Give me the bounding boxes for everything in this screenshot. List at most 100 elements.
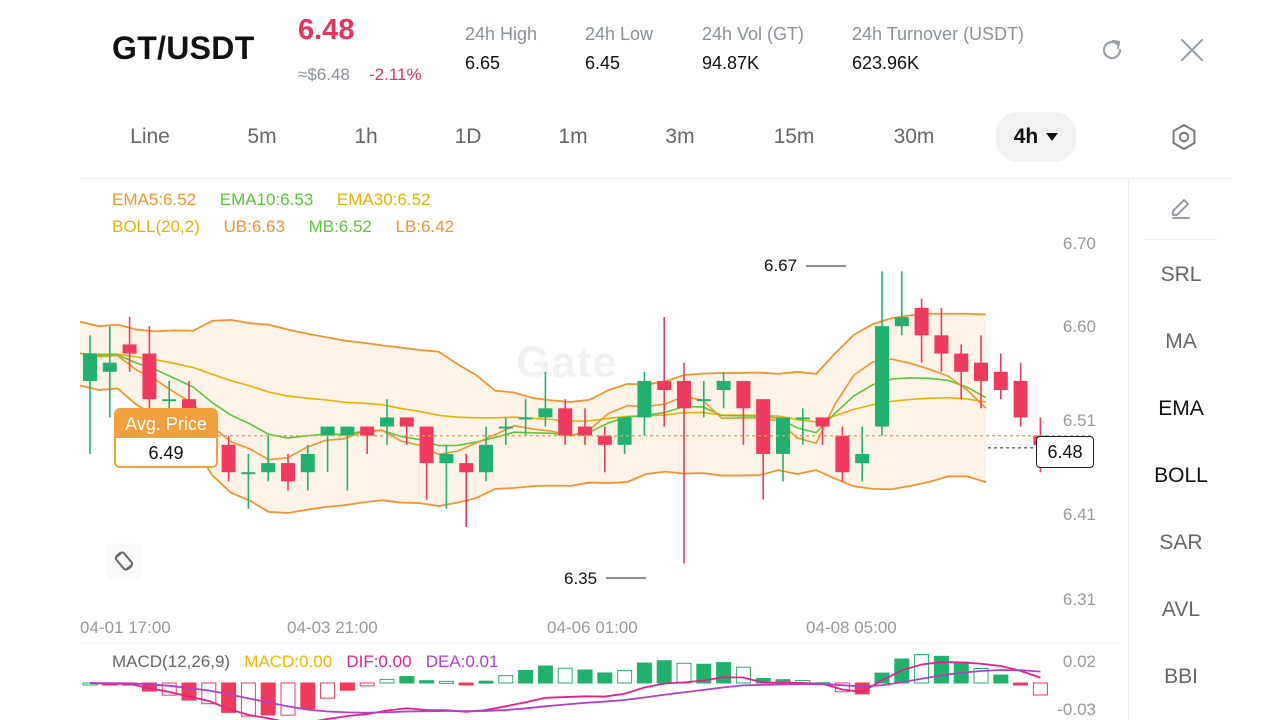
candle-body (142, 353, 157, 400)
candle-body (518, 417, 533, 420)
candle-body (439, 453, 454, 464)
x-tick: 04-08 05:00 (806, 618, 897, 637)
ema-legend: EMA5:6.52 EMA10:6.53 EMA30:6.52 (112, 190, 430, 210)
x-tick: 04-01 17:00 (80, 618, 171, 637)
sidebar-item-ma[interactable]: MA (1165, 330, 1197, 353)
macd-bar (973, 668, 989, 684)
macd-bar (1032, 682, 1048, 696)
refresh-icon-svg (1102, 39, 1122, 60)
ema30-value: EMA30:6.52 (336, 190, 431, 209)
sidebar-item-srl[interactable]: SRL (1160, 263, 1202, 286)
candle-body (419, 426, 434, 464)
candle-body (380, 417, 394, 427)
boll-name: BOLL(20,2) (112, 217, 200, 236)
candlestick-chart[interactable] (0, 0, 1128, 720)
candle-body (875, 326, 889, 427)
macd-bar (339, 682, 355, 691)
watermark: Gate (516, 338, 618, 387)
rotate-icon[interactable] (106, 543, 142, 579)
candle-body (241, 472, 256, 475)
candle-body (696, 399, 711, 402)
candle-body (122, 344, 137, 354)
y-tick: 6.31 (1062, 590, 1096, 609)
hexagon-gear-icon[interactable] (1166, 119, 1202, 155)
candle-body (300, 453, 315, 473)
sidebar-item-bbi[interactable]: BBI (1164, 665, 1198, 688)
x-tick: 04-06 01:00 (547, 618, 638, 637)
macd-bar (438, 680, 454, 684)
sidebar-item-avl[interactable]: AVL (1161, 598, 1201, 621)
boll-upper-line (79, 312, 987, 403)
tab-3m[interactable]: 3m (665, 125, 695, 148)
settings-icon-svg (1172, 124, 1196, 150)
timeframe-tabs: Line 5m 1h 1D 1m 3m 15m 30m 4h (100, 112, 1100, 162)
avg-price-value: 6.49 (148, 443, 184, 463)
candle-body (795, 417, 810, 420)
candle-body (993, 371, 1008, 391)
tab-line[interactable]: Line (130, 125, 170, 148)
boll-ub: UB:6.63 (223, 217, 285, 236)
candle-body (894, 317, 909, 327)
ema10-line (79, 352, 987, 447)
ema10-value: EMA10:6.53 (219, 190, 314, 209)
price-change: -2.11% (369, 65, 422, 84)
macd-bar (221, 682, 237, 713)
macd-bar (676, 662, 692, 684)
indicator-sidebar: SRL MA EMA BOLL SAR AVL BBI (1128, 178, 1232, 720)
y-tick: 6.70 (1062, 234, 1096, 253)
sidebar-item-boll[interactable]: BOLL (1154, 464, 1208, 487)
sidebar-item-sar[interactable]: SAR (1159, 531, 1203, 554)
candle-body (677, 380, 691, 409)
refresh-icon[interactable] (1096, 34, 1128, 66)
tab-1h[interactable]: 1h (354, 125, 378, 148)
close-icon[interactable] (1176, 34, 1208, 66)
candle-body (597, 435, 612, 445)
candle-body (399, 417, 414, 427)
sidebar-item-ema[interactable]: EMA (1158, 397, 1204, 420)
pencil-icon[interactable] (1165, 193, 1197, 225)
stat-label: 24h Turnover (USDT) (852, 24, 1025, 44)
rotate-icon-svg (114, 551, 134, 571)
macd-bar (933, 655, 949, 684)
chart-area[interactable] (80, 178, 1128, 720)
candle-body (736, 380, 751, 409)
avg-price-label[interactable]: Avg. Price 6.49 (114, 408, 218, 468)
tab-30m[interactable]: 30m (893, 125, 935, 148)
boll-mb: MB:6.52 (308, 217, 372, 236)
macd-bar (161, 682, 177, 696)
candle-body (1013, 380, 1028, 418)
tab-1d[interactable]: 1D (454, 125, 482, 148)
dea-line (89, 669, 1041, 714)
candle-body (162, 399, 177, 402)
macd-bar (716, 662, 732, 684)
candle-body (855, 453, 870, 464)
tab-1m[interactable]: 1m (558, 125, 588, 148)
stat-value: 6.65 (465, 53, 501, 73)
header: GT/USDT 6.48 ≈$6.48 -2.11% 24h High 6.65… (0, 0, 1280, 100)
macd-bar (201, 682, 217, 705)
y-tick: 6.41 (1062, 505, 1096, 524)
dif-line (89, 661, 1041, 720)
macd-bar (636, 662, 652, 684)
candle-body (558, 408, 573, 436)
y-tick: 6.51 (1062, 411, 1096, 430)
candle-body (835, 435, 850, 473)
macd-bar (537, 665, 553, 684)
macd-bar (617, 669, 633, 684)
candle-body (914, 307, 929, 336)
macd-bar (1013, 682, 1029, 686)
stat-24h-high: 24h High 6.65 (465, 24, 537, 74)
candle-body (538, 408, 553, 418)
macd-bar (557, 667, 573, 684)
tab-4h[interactable]: 4h (996, 112, 1076, 162)
macd-legend: MACD(12,26,9) MACD:0.00 DIF:0.00 DEA:0.0… (112, 652, 498, 672)
stat-label: 24h Vol (GT) (702, 24, 805, 44)
macd-bar (458, 682, 474, 686)
tab-15m[interactable]: 15m (773, 125, 815, 148)
tab-5m[interactable]: 5m (247, 125, 277, 148)
macd-bar (914, 654, 930, 684)
macd-bar (874, 672, 890, 684)
macd-bar (379, 678, 395, 684)
candle-body (815, 417, 830, 427)
boll-legend: BOLL(20,2) UB:6.63 MB:6.52 LB:6.42 (112, 217, 454, 237)
